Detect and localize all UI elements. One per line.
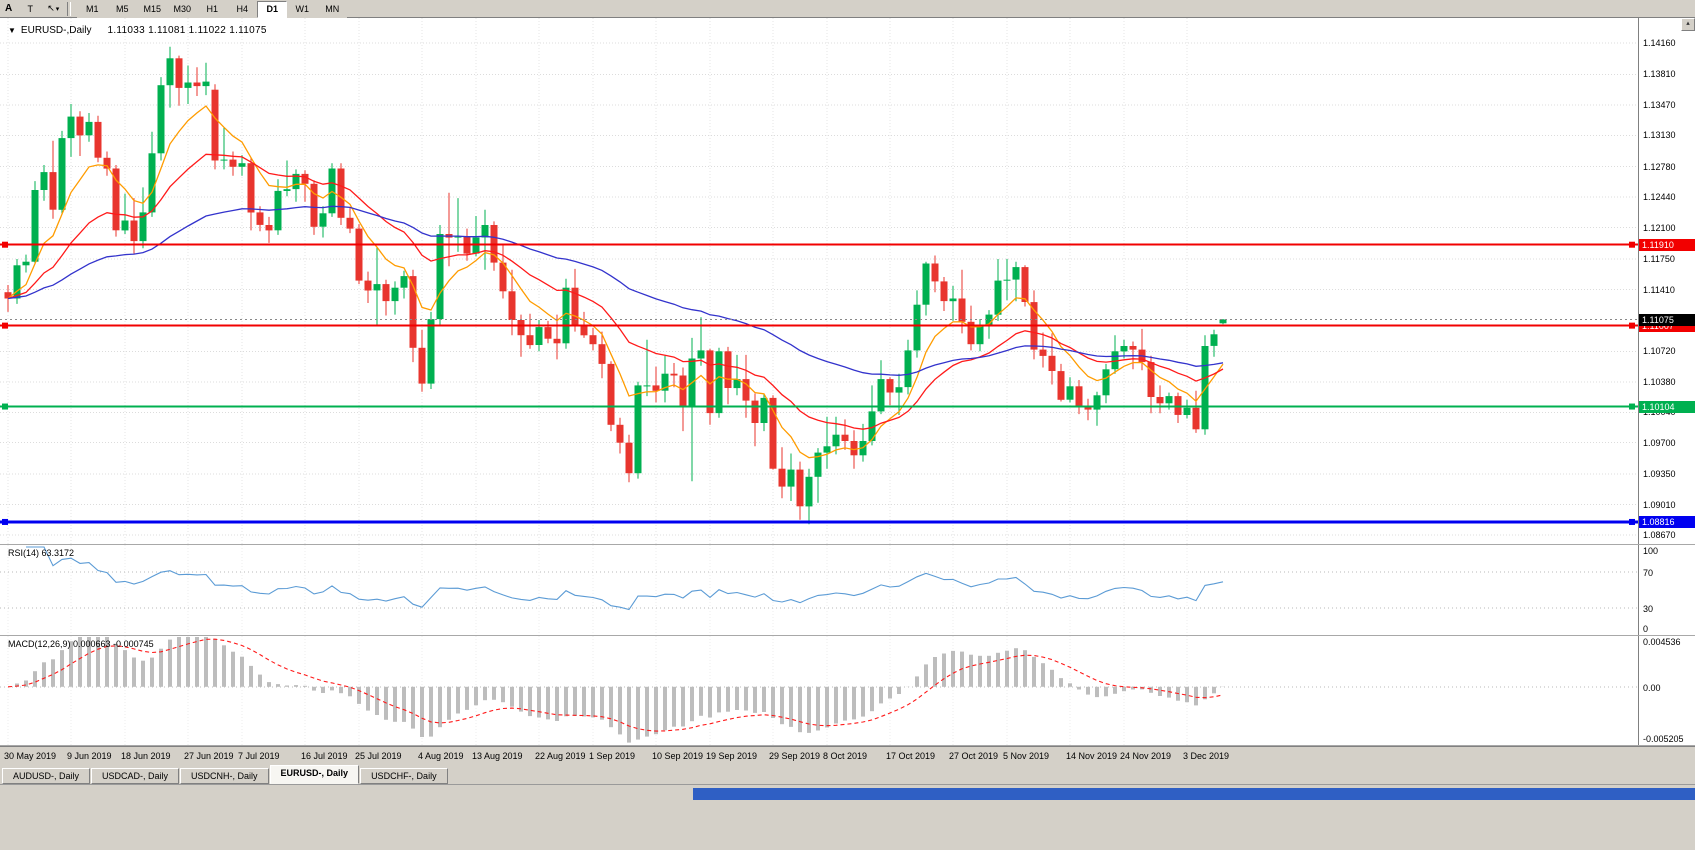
date-axis-label: 30 May 2019 xyxy=(4,751,57,761)
toolbar-separator xyxy=(67,1,72,16)
macd-axis-label: 0.004536 xyxy=(1643,637,1681,647)
status-blue-strip xyxy=(693,788,1695,800)
date-axis-label: 22 Aug 2019 xyxy=(535,751,586,761)
time-axis[interactable]: 30 May 2019 9 Jun 2019 18 Jun 2019 27 Jun 2… xyxy=(0,746,1695,764)
price-axis-label: 1.12100 xyxy=(1643,222,1676,233)
date-axis-label: 3 Dec 2019 xyxy=(1183,751,1230,761)
date-axis-label: 16 Jul 2019 xyxy=(301,751,348,761)
price-axis-label: 1.13130 xyxy=(1643,130,1676,141)
chart-title: ▼ EURUSD-,Daily 1.11033 1.11081 1.11022 … xyxy=(8,25,267,36)
date-axis-label: 4 Aug 2019 xyxy=(418,751,464,761)
date-axis-label: 1 Sep 2019 xyxy=(589,751,636,761)
price-axis-label: 1.14160 xyxy=(1643,38,1676,49)
current-price-badge: 1.11075 xyxy=(1639,313,1695,326)
chart-tab-usdcad-daily[interactable]: USDCAD-, Daily xyxy=(91,768,180,784)
chevron-down-icon: ▾ xyxy=(55,5,60,13)
timeframe-button-m30[interactable]: M30 xyxy=(167,0,198,18)
date-axis-label: 27 Jun 2019 xyxy=(184,751,234,761)
rsi-indicator-panel: RSI(14) 63.3172 100 70 30 0 xyxy=(0,545,1695,636)
macd-label: MACD(12,26,9) 0.000663 -0.000745 xyxy=(8,639,154,649)
collapse-chart-icon[interactable]: ▼ xyxy=(8,26,16,35)
price-axis-label: 1.11750 xyxy=(1643,254,1675,265)
timeframe-button-m1[interactable]: M1 xyxy=(77,0,108,18)
price-axis-label: 1.11410 xyxy=(1643,284,1675,295)
chart-tab-audusd-daily[interactable]: AUDUSD-, Daily xyxy=(2,768,91,784)
price-axis-label: 1.10380 xyxy=(1643,376,1676,387)
rsi-axis-label: 70 xyxy=(1643,568,1654,578)
macd-chart xyxy=(0,636,1638,745)
timeframe-button-h1[interactable]: H1 xyxy=(197,0,228,18)
cursor-icon: ↖ xyxy=(47,3,55,13)
date-axis-label: 29 Sep 2019 xyxy=(769,751,821,761)
macd-axis-label: 0.00 xyxy=(1643,682,1661,693)
timeframe-button-m5[interactable]: M5 xyxy=(107,0,138,18)
chart-tab-eurusd-daily[interactable]: EURUSD-, Daily xyxy=(269,765,360,784)
price-chart-panel: ▼ EURUSD-,Daily 1.11033 1.11081 1.11022 … xyxy=(0,18,1695,545)
date-axis-label: 17 Oct 2019 xyxy=(886,751,936,761)
price-axis-label: 1.12780 xyxy=(1643,161,1676,172)
price-axis[interactable]: ▴ 1.14160 1.13810 1.13470 1.13130 1.12780 1.1… xyxy=(1638,18,1695,544)
rsi-chart xyxy=(0,545,1638,635)
chart-tab-bar: AUDUSD-, Daily USDCAD-, Daily USDCNH-, Dai… xyxy=(0,764,1695,784)
timeframe-button-m15[interactable]: M15 xyxy=(137,0,168,18)
rsi-axis-label: 0 xyxy=(1643,624,1649,634)
toolbar: A T ↖ ▾ M1 M5 M15 M30 H1 H4 D1 W1 MN xyxy=(0,0,1695,18)
timeframe-button-mn[interactable]: MN xyxy=(317,0,348,18)
price-axis-label: 1.13810 xyxy=(1643,69,1676,80)
date-axis-label: 14 Nov 2019 xyxy=(1066,751,1118,761)
price-chart-plot[interactable]: ▼ EURUSD-,Daily 1.11033 1.11081 1.11022 … xyxy=(0,18,1638,544)
arrow-tool-icon[interactable]: A xyxy=(5,3,13,14)
price-axis-label: 1.09350 xyxy=(1643,469,1676,480)
chart-tab-usdchf-daily[interactable]: USDCHF-, Daily xyxy=(360,768,448,784)
date-axis-label: 5 Nov 2019 xyxy=(1003,751,1050,761)
price-axis-label: 1.08670 xyxy=(1643,530,1676,541)
scroll-up-icon[interactable]: ▴ xyxy=(1681,18,1695,31)
cursor-tool-button[interactable]: ↖ ▾ xyxy=(45,3,61,14)
timeframe-button-h4[interactable]: H4 xyxy=(227,0,258,18)
date-axis-label: 7 Jul 2019 xyxy=(238,751,280,761)
macd-axis-label: -0.005205 xyxy=(1643,734,1684,744)
rsi-axis-label: 30 xyxy=(1643,604,1654,614)
date-axis-label: 19 Sep 2019 xyxy=(706,751,758,761)
macd-plot[interactable]: MACD(12,26,9) 0.000663 -0.000745 xyxy=(0,636,1638,745)
symbol-period-label: EURUSD-,Daily xyxy=(20,25,92,36)
macd-axis[interactable]: 0.004536 0.00 -0.005205 xyxy=(1638,636,1695,745)
price-axis-label: 1.09010 xyxy=(1643,499,1676,510)
date-axis-label: 13 Aug 2019 xyxy=(472,751,523,761)
price-axis-label: 1.10720 xyxy=(1643,346,1676,357)
rsi-axis-label: 100 xyxy=(1643,546,1659,556)
date-axis-label: 25 Jul 2019 xyxy=(355,751,402,761)
date-axis-label: 18 Jun 2019 xyxy=(121,751,171,761)
chart-tab-usdcnh-daily[interactable]: USDCNH-, Daily xyxy=(180,768,269,784)
rsi-axis[interactable]: 100 70 30 0 xyxy=(1638,545,1695,635)
rsi-plot[interactable]: RSI(14) 63.3172 xyxy=(0,545,1638,635)
status-area xyxy=(0,784,1695,850)
date-axis-label: 10 Sep 2019 xyxy=(652,751,704,761)
candlestick-chart xyxy=(0,18,1638,544)
price-axis-label: 1.13470 xyxy=(1643,99,1676,110)
date-axis-label: 9 Jun 2019 xyxy=(67,751,112,761)
price-line-badge: 1.10104 xyxy=(1639,400,1695,413)
price-axis-label: 1.09700 xyxy=(1643,437,1676,448)
rsi-label: RSI(14) 63.3172 xyxy=(8,548,75,558)
text-tool-button[interactable]: T xyxy=(17,0,44,17)
date-axis-label: 8 Oct 2019 xyxy=(823,751,868,761)
price-line-badge: 1.08816 xyxy=(1639,515,1695,528)
date-axis-label: 27 Oct 2019 xyxy=(949,751,999,761)
price-axis-label: 1.12440 xyxy=(1643,192,1676,203)
ohlc-quote-label: 1.11033 1.11081 1.11022 1.11075 xyxy=(107,25,267,36)
price-line-badge: 1.11910 xyxy=(1639,238,1695,251)
timeframe-button-group: M1 M5 M15 M30 H1 H4 D1 W1 MN xyxy=(77,0,348,18)
date-axis-label: 24 Nov 2019 xyxy=(1120,751,1172,761)
timeframe-button-w1[interactable]: W1 xyxy=(287,0,318,18)
macd-indicator-panel: MACD(12,26,9) 0.000663 -0.000745 0.00453… xyxy=(0,636,1695,746)
timeframe-button-d1[interactable]: D1 xyxy=(257,0,288,18)
